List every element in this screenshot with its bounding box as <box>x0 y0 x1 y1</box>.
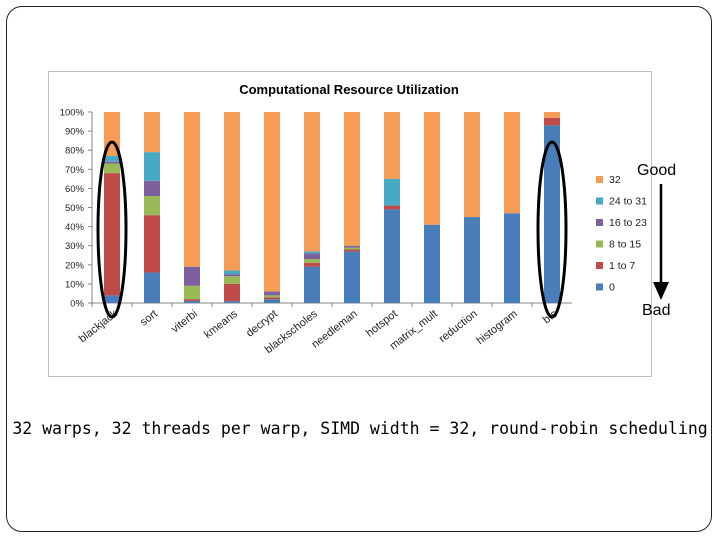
bar-segment-histogram-0 <box>504 213 520 303</box>
legend-label-24-to-31: 24 to 31 <box>609 196 647 208</box>
bar-segment-hotspot-1-to-7 <box>384 205 400 210</box>
category-label-viterbi: viterbi <box>169 308 200 336</box>
chart-title: Computational Resource Utilization <box>239 82 459 97</box>
bar-segment-needleman-8-to-15 <box>344 247 360 250</box>
bar-segment-viterbi-0 <box>184 301 200 303</box>
y-tick-label: 50% <box>65 203 85 214</box>
legend-label-32: 32 <box>609 174 621 186</box>
bar-segment-reduction-32 <box>464 112 480 218</box>
legend-swatch-1-to-7 <box>596 262 603 269</box>
bar-segment-kmeans-32 <box>224 112 240 271</box>
y-tick-label: 10% <box>65 279 85 290</box>
bar-segment-needleman-16-to-23 <box>344 245 360 248</box>
bar-segment-bfs-0 <box>544 125 560 303</box>
legend-swatch-24-to-31 <box>596 197 603 205</box>
category-label-decrypt: decrypt <box>244 308 280 340</box>
bar-segment-blackjack-24-to-31 <box>104 155 120 162</box>
bar-segment-blackscholes-1-to-7 <box>304 262 320 267</box>
bar-segment-blackjack-16-to-23 <box>104 161 120 164</box>
bar-segment-blackscholes-0 <box>304 266 320 303</box>
good-label: Good <box>637 162 677 179</box>
bar-segment-hotspot-32 <box>384 112 400 179</box>
bar-segment-sort-16-to-23 <box>144 180 160 197</box>
category-label-reduction: reduction <box>437 308 480 345</box>
chart: Computational Resource Utilization 0% 10% 2… <box>48 71 652 377</box>
legend-swatch-8-to-15 <box>596 240 603 248</box>
bar-segment-sort-8-to-15 <box>144 196 160 216</box>
y-tick-label: 20% <box>65 260 85 271</box>
highlight-ellipse-blackjack <box>96 140 128 319</box>
legend-label-0: 0 <box>609 282 615 294</box>
bar-segment-decrypt-32 <box>264 112 280 292</box>
y-tick-label: 60% <box>65 184 85 195</box>
bar-segment-sort-1-to-7 <box>144 215 160 273</box>
legend-label-16-to-23: 16 to 23 <box>609 217 647 229</box>
category-label-kmeans: kmeans <box>202 308 240 341</box>
bar-segment-needleman-1-to-7 <box>344 249 360 252</box>
bar-segment-kmeans-8-to-15 <box>224 276 240 284</box>
legend-label-1-to-7: 1 to 7 <box>609 260 635 272</box>
y-tick-label: 40% <box>65 222 85 233</box>
bar-segment-viterbi-1-to-7 <box>184 299 200 302</box>
legend-swatch-32 <box>596 176 603 183</box>
bar-segment-bfs-1-to-7 <box>544 117 560 126</box>
bar-segment-hotspot-24-to-31 <box>384 178 400 206</box>
bar-segment-kmeans-16-to-23 <box>224 274 240 277</box>
good-to-bad-arrow <box>653 184 669 300</box>
legend-swatch-0 <box>596 283 603 291</box>
bar-segment-matrix_mult-32 <box>424 112 440 225</box>
bar-segment-viterbi-32 <box>184 112 200 267</box>
bar-segment-blackscholes-16-to-23 <box>304 253 320 260</box>
bar-segment-kmeans-0 <box>224 301 240 303</box>
bar-segment-viterbi-16-to-23 <box>184 266 200 286</box>
bar-segment-needleman-0 <box>344 251 360 303</box>
legend-swatch-16-to-23 <box>596 219 603 226</box>
bar-segment-blackjack-8-to-15 <box>104 163 120 174</box>
y-tick-label: 30% <box>65 241 85 252</box>
y-tick-label: 0% <box>70 299 84 310</box>
bar-segment-decrypt-0 <box>264 299 280 303</box>
y-tick-label: 100% <box>60 108 85 119</box>
bar-segment-histogram-32 <box>504 112 520 214</box>
highlight-ellipse-bfs <box>536 140 568 319</box>
bar-segment-viterbi-8-to-15 <box>184 285 200 300</box>
bar-segment-sort-24-to-31 <box>144 152 160 181</box>
bar-segment-hotspot-0 <box>384 209 400 303</box>
bad-label: Bad <box>642 302 671 319</box>
y-tick-label: 70% <box>65 165 85 176</box>
bar-segment-blackjack-0 <box>104 295 120 303</box>
bar-segment-matrix_mult-0 <box>424 224 440 303</box>
category-label-histogram: histogram <box>474 308 519 347</box>
bar-segment-sort-32 <box>144 112 160 153</box>
bar-segment-kmeans-1-to-7 <box>224 283 240 302</box>
bar-segment-reduction-0 <box>464 217 480 303</box>
bar-segment-blackscholes-8-to-15 <box>304 259 320 263</box>
chart-svg: Computational Resource Utilization 0% 10% 2… <box>60 82 647 356</box>
slide-frame <box>6 6 712 532</box>
bar-segment-blackscholes-32 <box>304 112 320 252</box>
bar-segment-decrypt-1-to-7 <box>264 297 280 300</box>
category-label-sort: sort <box>138 308 160 329</box>
bar-segment-blackscholes-24-to-31 <box>304 251 320 254</box>
bar-segment-decrypt-16-to-23 <box>264 291 280 296</box>
bar-segment-blackjack-1-to-7 <box>104 173 120 296</box>
y-tick-label: 90% <box>65 127 85 138</box>
bar-segment-bfs-32 <box>544 112 560 118</box>
y-tick-label: 80% <box>65 146 85 157</box>
category-label-blackjack: blackjack <box>77 308 120 346</box>
slide-caption: 32 warps, 32 threads per warp, SIMD widt… <box>12 419 708 438</box>
bar-segment-kmeans-24-to-31 <box>224 270 240 275</box>
legend-label-8-to-15: 8 to 15 <box>609 239 641 251</box>
category-label-hotspot: hotspot <box>364 308 400 340</box>
bar-segment-sort-0 <box>144 272 160 303</box>
bar-segment-needleman-32 <box>344 112 360 246</box>
bar-segment-decrypt-8-to-15 <box>264 295 280 298</box>
